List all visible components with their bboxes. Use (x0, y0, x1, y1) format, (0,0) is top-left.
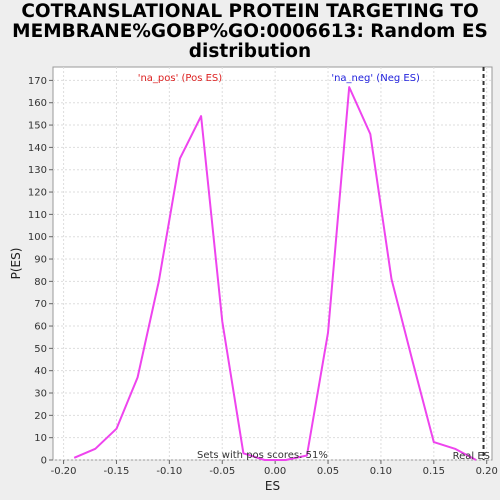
y-tick-label: 170 (28, 76, 47, 87)
y-tick-label: 100 (28, 232, 47, 243)
x-tick-label: 0.15 (423, 466, 445, 477)
x-axis-label: ES (265, 479, 280, 493)
y-axis-label: P(ES) (9, 248, 23, 280)
chart-title: COTRANSLATIONAL PROTEIN TARGETING TO MEM… (0, 2, 500, 62)
grid (53, 67, 492, 461)
x-tick-label: 0.00 (264, 466, 286, 477)
y-tick-label: 0 (41, 456, 47, 467)
y-tick-label: 90 (34, 255, 47, 266)
y-tick-label: 130 (28, 165, 47, 176)
plot-background (52, 66, 493, 461)
sets-pos-scores-label: Sets with pos scores: 51% (197, 450, 328, 461)
es-distribution-line (73, 86, 477, 461)
chart-title-line-3: distribution (188, 41, 312, 62)
x-tick-label: -0.20 (51, 466, 77, 477)
x-tick-label: 0.05 (317, 466, 339, 477)
y-tick-label: 150 (28, 121, 47, 132)
x-tick-label: 0.20 (476, 466, 498, 477)
chart-title-line-1: COTRANSLATIONAL PROTEIN TARGETING TO (21, 1, 479, 22)
real-es-label: Real ES (453, 451, 490, 462)
y-tick-label: 40 (34, 366, 47, 377)
neg-es-label: 'na_neg' (Neg ES) (331, 73, 420, 84)
y-tick-label: 60 (34, 322, 47, 333)
x-axis-ticks: -0.20 -0.15 -0.10 -0.05 0.00 0.05 0.10 0.15 0.20 (51, 460, 498, 477)
series-group (73, 86, 477, 461)
pos-es-label: 'na_pos' (Pos ES) (138, 73, 223, 84)
x-tick-label: -0.15 (104, 466, 130, 477)
y-tick-label: 110 (28, 210, 47, 221)
x-tick-label: -0.10 (156, 466, 182, 477)
y-tick-label: 80 (34, 277, 47, 288)
y-tick-label: 140 (28, 143, 47, 154)
x-tick-label: 0.10 (370, 466, 392, 477)
y-tick-label: 160 (28, 98, 47, 109)
y-tick-label: 20 (34, 411, 47, 422)
y-tick-label: 50 (34, 344, 47, 355)
y-tick-label: 30 (34, 389, 47, 400)
y-tick-label: 70 (34, 299, 47, 310)
y-axis-ticks: 0 10 20 30 40 50 60 70 80 90 100 110 120 130 140 150 160… (28, 76, 53, 467)
y-tick-label: 120 (28, 188, 47, 199)
chart-title-line-2: MEMBRANE%GOBP%GO:0006613: Random ES (12, 21, 488, 42)
x-tick-label: -0.05 (209, 466, 235, 477)
y-tick-label: 10 (34, 433, 47, 444)
